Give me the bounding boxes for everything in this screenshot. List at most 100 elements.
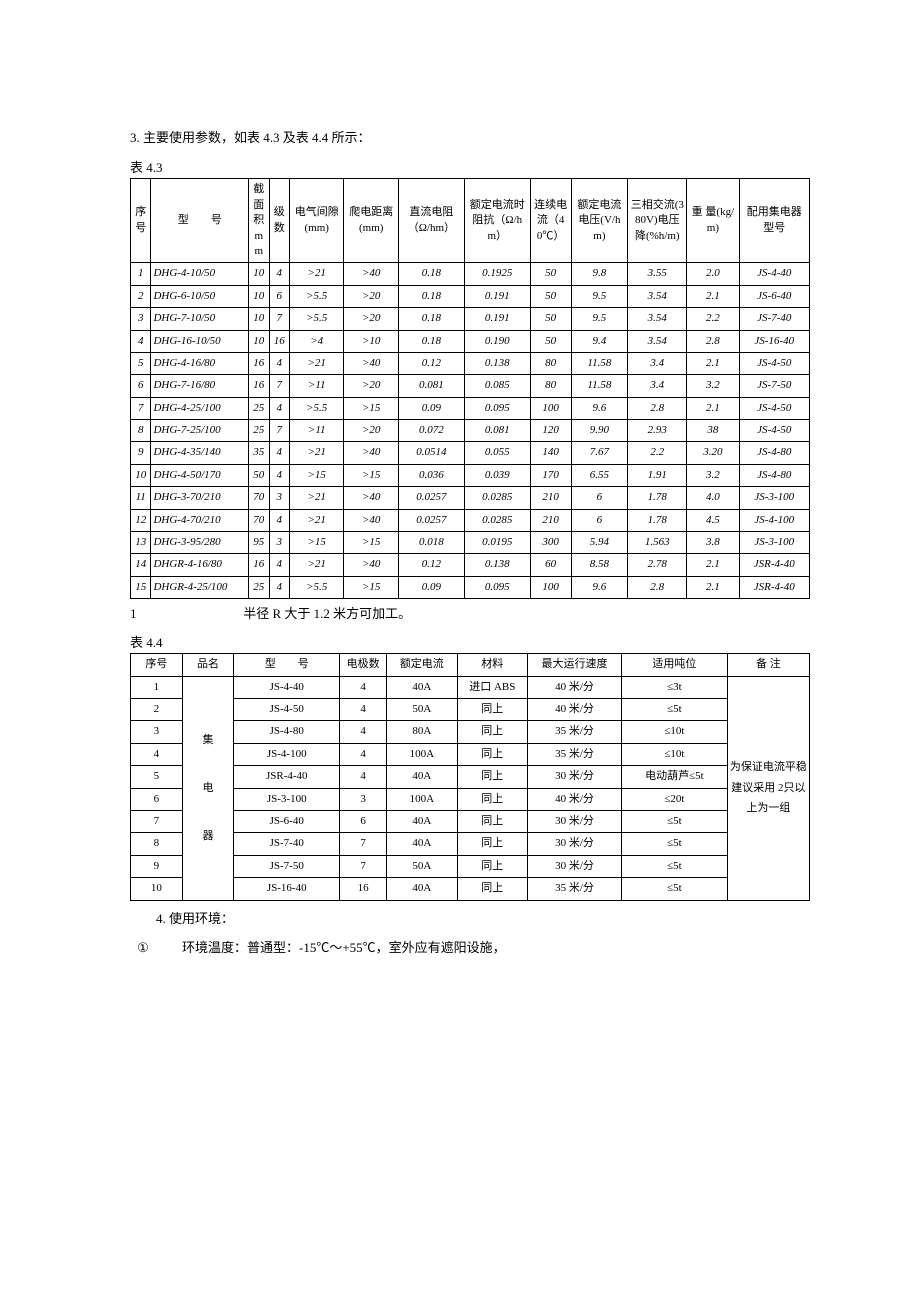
cell-seq: 1 xyxy=(131,263,151,285)
cell-creep: >20 xyxy=(344,285,399,307)
cell-wt: 4.5 xyxy=(687,509,739,531)
cell-poles: 4 xyxy=(269,442,289,464)
cell-rv: 8.58 xyxy=(571,554,628,576)
cell-mat: 同上 xyxy=(457,833,527,855)
cell-gap: >15 xyxy=(289,532,344,554)
cell-ton: ≤5t xyxy=(622,855,728,877)
cell-model: DHG-4-16/80 xyxy=(151,352,249,374)
cell-model: JS-3-100 xyxy=(234,788,340,810)
cell-rv: 11.58 xyxy=(571,375,628,397)
cell-poles: 7 xyxy=(340,833,387,855)
cell-col: JS-16-40 xyxy=(739,330,809,352)
cell-seq: 9 xyxy=(131,855,183,877)
cell-model: DHG-7-16/80 xyxy=(151,375,249,397)
cell-ton: ≤10t xyxy=(622,743,728,765)
cell-dcr: 0.18 xyxy=(398,330,464,352)
cell-imp: 0.138 xyxy=(464,554,530,576)
cell-seq: 7 xyxy=(131,810,183,832)
cell-vd: 1.78 xyxy=(628,509,687,531)
h44-poles: 电极数 xyxy=(340,654,387,676)
env-mark-1: ① xyxy=(130,936,156,959)
cell-poles: 4 xyxy=(269,263,289,285)
cell-seq: 11 xyxy=(131,487,151,509)
cell-wt: 2.2 xyxy=(687,308,739,330)
cell-model: DHG-4-25/100 xyxy=(151,397,249,419)
cell-rv: 9.8 xyxy=(571,263,628,285)
cell-seq: 14 xyxy=(131,554,151,576)
cell-poles: 4 xyxy=(340,721,387,743)
cell-poles: 16 xyxy=(340,878,387,900)
cell-poles: 4 xyxy=(269,554,289,576)
cell-model: JS-4-50 xyxy=(234,698,340,720)
cell-vd: 1.78 xyxy=(628,487,687,509)
cell-imp: 0.055 xyxy=(464,442,530,464)
cell-seq: 15 xyxy=(131,576,151,598)
h-poles: 级数 xyxy=(269,179,289,263)
cell-col: JS-4-50 xyxy=(739,397,809,419)
cell-gap: >11 xyxy=(289,375,344,397)
cell-model: JS-6-40 xyxy=(234,810,340,832)
cell-dcr: 0.018 xyxy=(398,532,464,554)
cell-area: 10 xyxy=(249,308,269,330)
cell-vd: 3.54 xyxy=(628,285,687,307)
cell-mat: 同上 xyxy=(457,721,527,743)
cell-col: JS-4-80 xyxy=(739,464,809,486)
cell-model: JS-4-80 xyxy=(234,721,340,743)
cell-mat: 同上 xyxy=(457,766,527,788)
cell-ton: ≤5t xyxy=(622,698,728,720)
cell-cc: 120 xyxy=(530,420,571,442)
table-row: 4DHG-16-10/501016>4>100.180.190509.43.54… xyxy=(131,330,810,352)
cell-area: 25 xyxy=(249,397,269,419)
cell-spd: 35 米/分 xyxy=(528,721,622,743)
cell-rv: 11.58 xyxy=(571,352,628,374)
cell-poles: 4 xyxy=(340,676,387,698)
cell-model: DHG-16-10/50 xyxy=(151,330,249,352)
cell-model: JS-16-40 xyxy=(234,878,340,900)
cell-area: 16 xyxy=(249,375,269,397)
cell-col: JSR-4-40 xyxy=(739,554,809,576)
cell-vd: 1.563 xyxy=(628,532,687,554)
table43-note: 1 半径 R 大于 1.2 米方可加工。 xyxy=(130,603,810,622)
h44-model: 型 号 xyxy=(234,654,340,676)
cell-creep: >20 xyxy=(344,420,399,442)
cell-rc: 40A xyxy=(387,878,457,900)
h44-ton: 适用吨位 xyxy=(622,654,728,676)
cell-gap: >11 xyxy=(289,420,344,442)
cell-col: JS-3-100 xyxy=(739,487,809,509)
table44-caption: 表 4.4 xyxy=(130,632,810,651)
cell-rc: 100A xyxy=(387,743,457,765)
cell-spd: 30 米/分 xyxy=(528,766,622,788)
cell-model: JSR-4-40 xyxy=(234,766,340,788)
cell-seq: 10 xyxy=(131,878,183,900)
cell-wt: 2.1 xyxy=(687,285,739,307)
cell-vd: 3.54 xyxy=(628,330,687,352)
cell-rc: 80A xyxy=(387,721,457,743)
cell-creep: >15 xyxy=(344,532,399,554)
cell-rv: 9.90 xyxy=(571,420,628,442)
cell-rc: 50A xyxy=(387,698,457,720)
h44-name: 品名 xyxy=(182,654,234,676)
cell-cc: 60 xyxy=(530,554,571,576)
table43-caption: 表 4.3 xyxy=(130,157,810,176)
cell-dcr: 0.18 xyxy=(398,308,464,330)
cell-poles: 4 xyxy=(340,766,387,788)
cell-seq: 2 xyxy=(131,698,183,720)
cell-gap: >5.5 xyxy=(289,397,344,419)
cell-dcr: 0.0257 xyxy=(398,509,464,531)
cell-seq: 8 xyxy=(131,833,183,855)
cell-imp: 0.191 xyxy=(464,308,530,330)
cell-wt: 2.1 xyxy=(687,554,739,576)
cell-gap: >15 xyxy=(289,464,344,486)
h-coll: 配用集电器型号 xyxy=(739,179,809,263)
cell-mat: 同上 xyxy=(457,743,527,765)
cell-product-name: 集 电 器 xyxy=(182,676,234,900)
cell-imp: 0.191 xyxy=(464,285,530,307)
cell-imp: 0.1925 xyxy=(464,263,530,285)
cell-wt: 2.0 xyxy=(687,263,739,285)
cell-model: JS-7-50 xyxy=(234,855,340,877)
cell-model: DHG-4-10/50 xyxy=(151,263,249,285)
table-row: 5DHG-4-16/80164>21>400.120.1388011.583.4… xyxy=(131,352,810,374)
cell-cc: 100 xyxy=(530,397,571,419)
cell-creep: >40 xyxy=(344,263,399,285)
cell-poles: 4 xyxy=(340,743,387,765)
